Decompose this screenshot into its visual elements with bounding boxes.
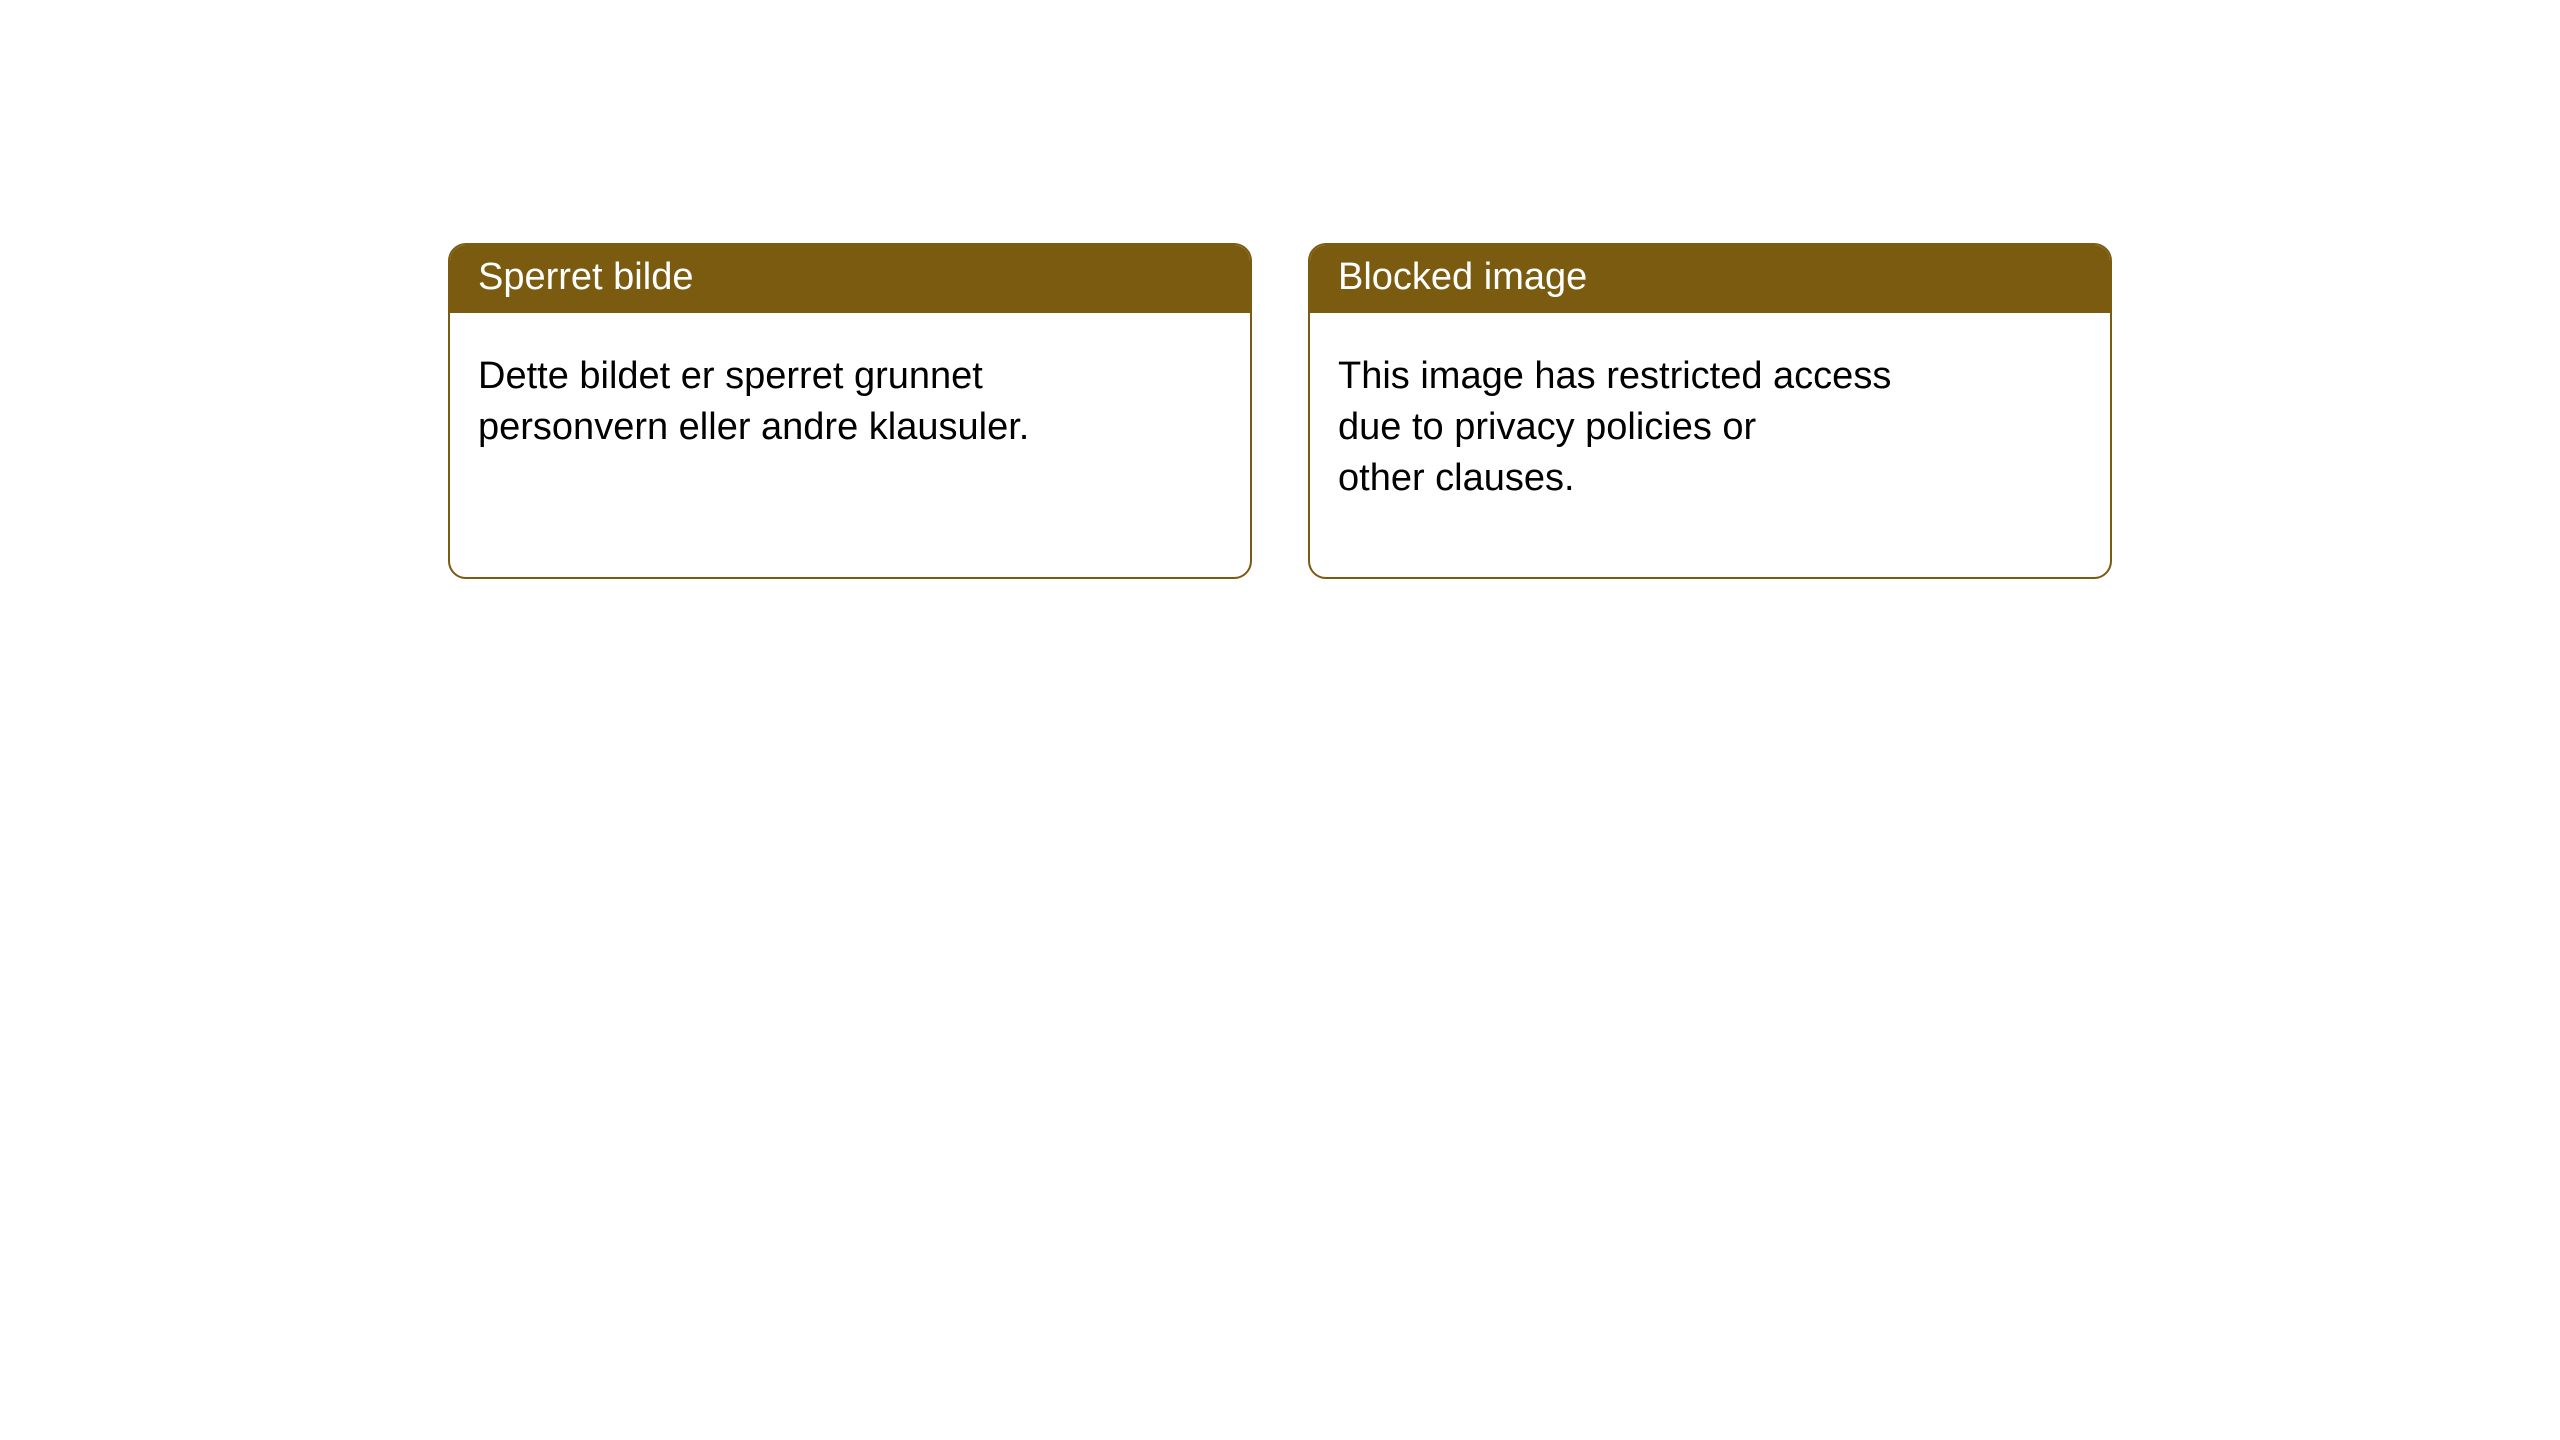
notice-title: Blocked image — [1310, 245, 2110, 313]
notice-card-english: Blocked image This image has restricted … — [1308, 243, 2112, 579]
notice-body: Dette bildet er sperret grunnet personve… — [450, 313, 1250, 492]
notice-body: This image has restricted access due to … — [1310, 313, 2110, 543]
notice-title: Sperret bilde — [450, 245, 1250, 313]
notice-container: Sperret bilde Dette bildet er sperret gr… — [0, 0, 2560, 579]
notice-card-norwegian: Sperret bilde Dette bildet er sperret gr… — [448, 243, 1252, 579]
